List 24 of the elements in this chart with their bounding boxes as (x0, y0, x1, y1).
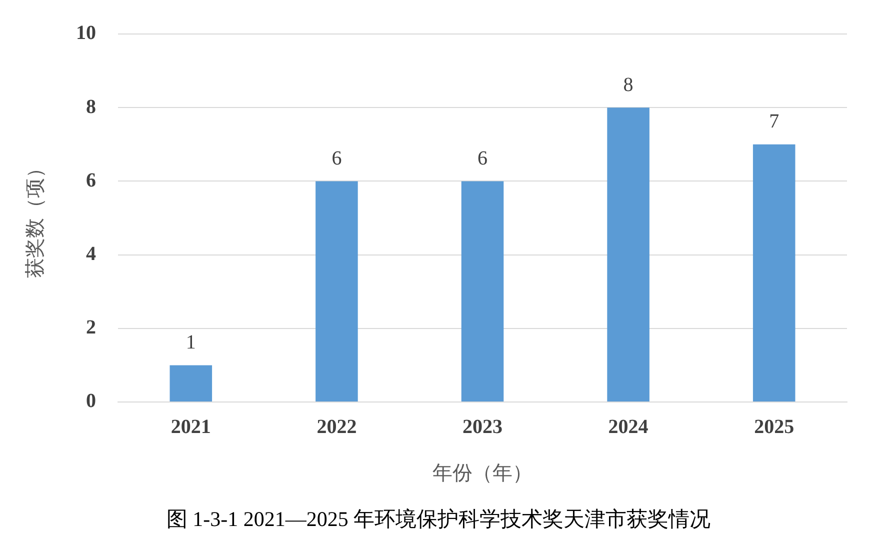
data-label: 6 (478, 147, 488, 170)
x-tick-label: 2024 (608, 416, 648, 438)
x-axis-title: 年份（年） (432, 462, 532, 485)
x-tick-label: 2022 (316, 416, 357, 438)
bar (461, 181, 504, 402)
x-tick-label: 2021 (170, 416, 211, 438)
data-label: 8 (623, 74, 634, 96)
y-tick-label: 2 (86, 316, 96, 339)
y-tick-label: 8 (86, 96, 96, 118)
y-tick-label: 10 (76, 22, 96, 44)
bar (752, 144, 796, 402)
data-label: 1 (186, 331, 196, 354)
bar (316, 181, 358, 402)
y-tick-label: 0 (86, 390, 96, 412)
bar (170, 365, 212, 402)
data-label: 7 (769, 110, 780, 133)
x-tick-label: 2023 (462, 416, 502, 438)
data-label: 6 (332, 147, 342, 170)
caption: 图 1-3-1 2021—2025 年环境保护科学技术奖天津市获奖情况 (165, 506, 712, 533)
y-tick-label: 6 (86, 169, 96, 192)
y-tick-label: 4 (86, 242, 96, 265)
y-axis-title: 获奖数（项） (24, 158, 47, 278)
x-tick-label: 2025 (754, 416, 794, 438)
bar (607, 108, 650, 402)
